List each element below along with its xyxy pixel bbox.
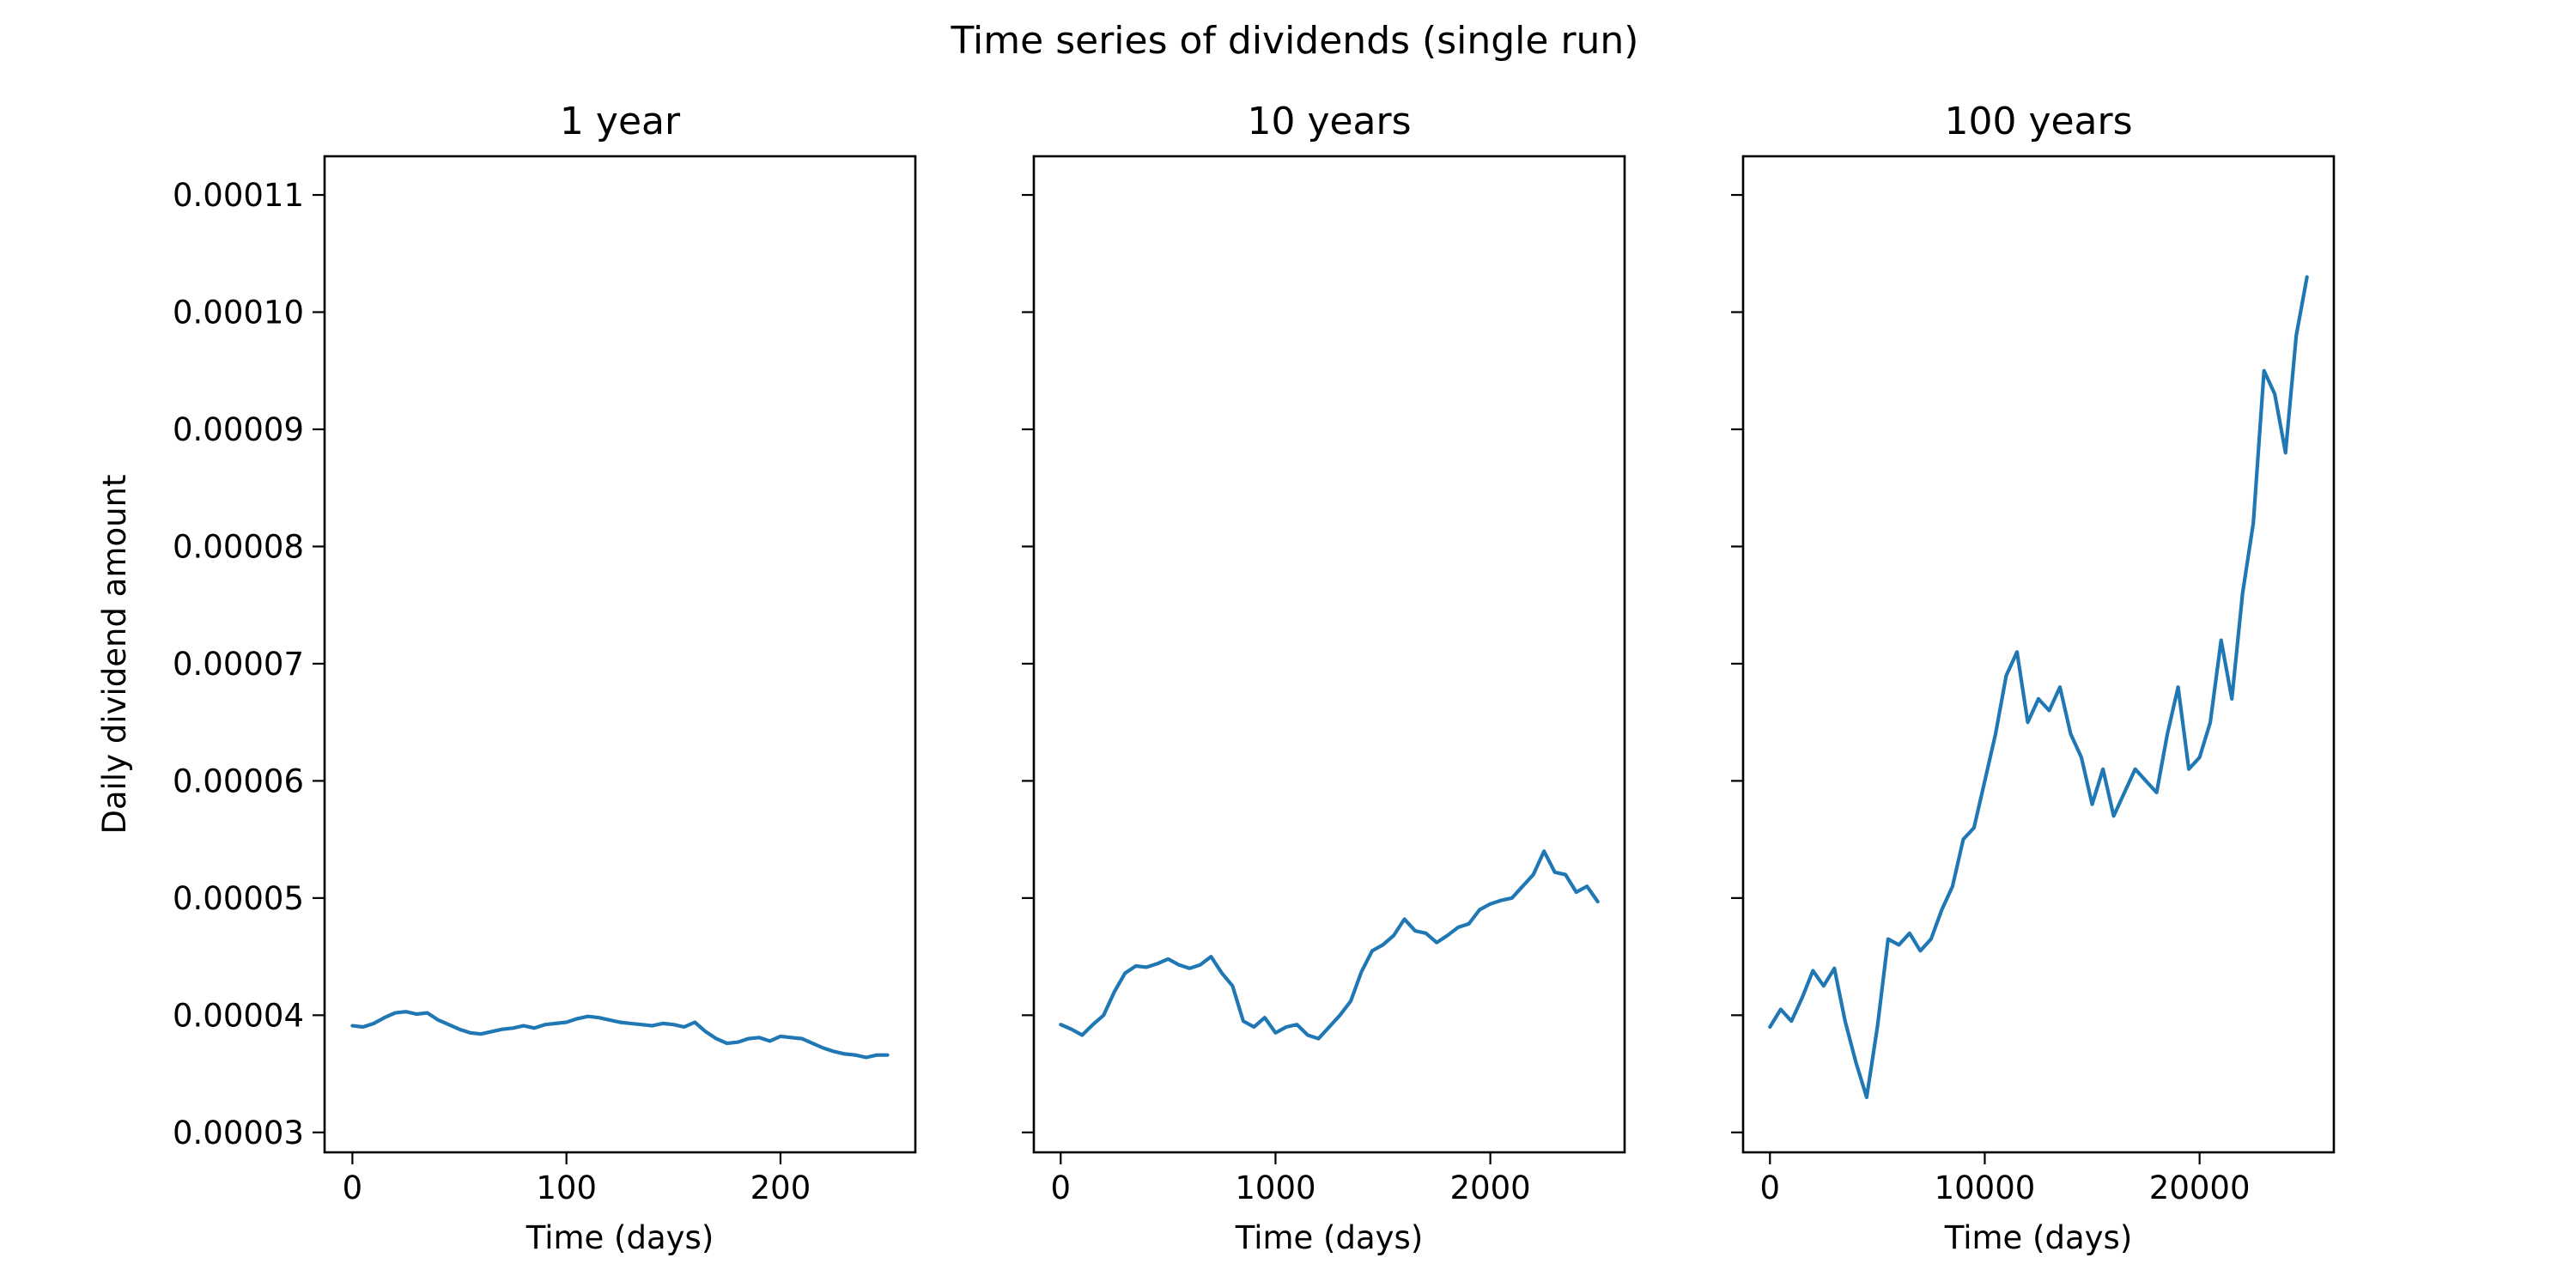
x-tick-label: 20000	[2149, 1170, 2251, 1206]
panel-title: 1 year	[560, 100, 681, 143]
panel-1: 0 100 200 0.00003 0.00004 0.00005 0.00006 0.000…	[96, 100, 917, 1256]
series-line-3-1	[1768, 275, 2309, 1100]
axes-frame	[1741, 155, 2336, 1154]
panel-3: 0 10000 20000 100 years Time (days)	[1731, 100, 2336, 1256]
series-line-2-1	[1059, 849, 1600, 1041]
axes-frame	[1032, 155, 1626, 1154]
figure-title: Time series of dividends (single run)	[951, 19, 1639, 63]
x-axis-label: Time (days)	[1944, 1219, 2133, 1256]
y-tick-label: 0.00004	[173, 997, 304, 1034]
x-tick-label: 0	[1050, 1170, 1071, 1206]
y-tick-label: 0.00010	[173, 295, 304, 331]
x-tick-label: 0	[343, 1170, 363, 1206]
y-tick-label: 0.00008	[173, 528, 304, 565]
panel-2: 0 1000 2000 10 years Time (days)	[1022, 100, 1626, 1256]
x-tick-label: 100	[536, 1170, 597, 1206]
y-tick-label: 0.00009	[173, 411, 304, 448]
x-axis-label: Time (days)	[526, 1219, 714, 1256]
panels: 0 100 200 0.00003 0.00004 0.00005 0.00006 0.000…	[96, 100, 2336, 1256]
axes-frame	[323, 155, 917, 1154]
panel-title: 10 years	[1247, 100, 1411, 143]
x-tick-label: 10000	[1935, 1170, 2036, 1206]
y-tick-label: 0.00011	[173, 177, 304, 214]
y-tick-label: 0.00006	[173, 762, 304, 799]
x-axis-label: Time (days)	[1235, 1219, 1424, 1256]
y-tick-label: 0.00005	[173, 880, 304, 917]
x-tick-label: 200	[750, 1170, 811, 1206]
x-tick-label: 1000	[1235, 1170, 1315, 1206]
panel-title: 100 years	[1944, 100, 2132, 143]
x-tick-label: 0	[1759, 1170, 1780, 1206]
y-axis-label: Daily dividend amount	[96, 474, 133, 834]
y-tick-label: 0.00003	[173, 1115, 304, 1151]
x-tick-label: 2000	[1450, 1170, 1531, 1206]
series-line-1-1	[350, 1010, 890, 1060]
y-tick-label: 0.00007	[173, 646, 304, 683]
